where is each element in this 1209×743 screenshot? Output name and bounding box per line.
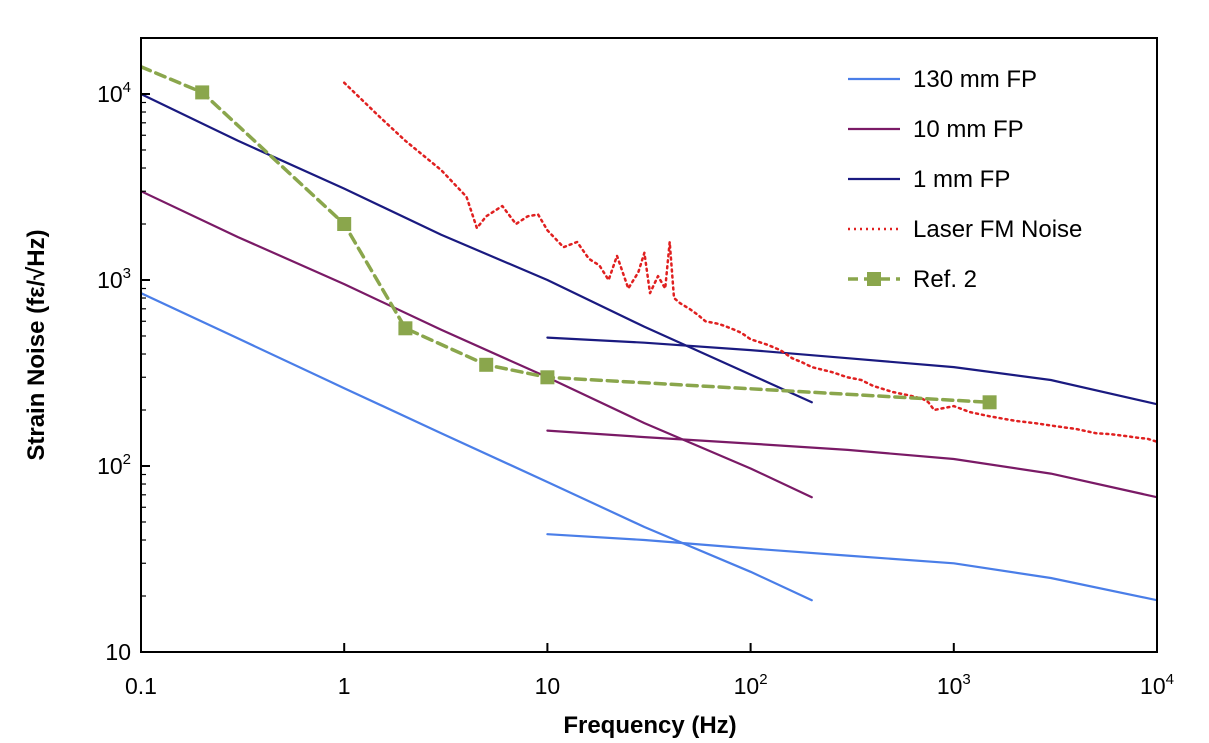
legend-item-10-mm-fp: 10 mm FP <box>848 116 1024 143</box>
y-tick-label: 102 <box>97 451 131 479</box>
x-tick-label: 102 <box>734 671 768 699</box>
y-axis-title: Strain Noise (fε/√Hz) <box>23 229 50 460</box>
series-line-laser-fm-noise-1 <box>342 81 1157 444</box>
legend-item-130-mm-fp: 130 mm FP <box>848 66 1037 93</box>
data-point-ref-2-0_2 <box>195 85 210 100</box>
x-tick-label: 104 <box>1140 671 1174 699</box>
data-point-ref-2-2 <box>398 321 413 336</box>
x-axis-title: Frequency (Hz) <box>563 712 736 739</box>
series-line-10-mm-fp-1 <box>141 190 813 499</box>
y-tick-label: 10 <box>105 639 131 665</box>
data-point-ref-2-5 <box>479 357 494 372</box>
legend-label-laser-fm-noise: Laser FM Noise <box>913 216 1082 243</box>
series-line-130-mm-fp-2 <box>546 533 1157 602</box>
y-tick-label: 104 <box>97 79 131 107</box>
series-line-130-mm-fp-1 <box>141 292 813 602</box>
x-tick-label: 103 <box>937 671 971 699</box>
legend-item-laser-fm-noise: Laser FM Noise <box>848 216 1082 243</box>
legend: 130 mm FP 10 mm FP 1 mm FP Laser FM Noise Re… <box>848 66 1082 293</box>
tick-label-layer: 0.1 1 10 102 103 104 10 102 103 104 <box>97 79 1174 699</box>
marker-layer <box>195 85 997 410</box>
legend-label-10-mm-fp: 10 mm FP <box>913 116 1024 143</box>
plot-frame <box>140 37 1158 653</box>
data-point-ref-2-1500 <box>982 395 997 410</box>
series-line-1-mm-fp-2 <box>546 336 1157 406</box>
x-tick-label: 1 <box>338 673 351 699</box>
data-point-ref-2-10 <box>540 370 555 385</box>
x-tick-label: 10 <box>535 673 561 699</box>
legend-label-ref-2: Ref. 2 <box>913 266 977 293</box>
tick-layer <box>140 37 1158 653</box>
y-tick-label: 103 <box>97 265 131 293</box>
series-line-1-mm-fp-1 <box>141 92 813 404</box>
legend-item-1-mm-fp: 1 mm FP <box>848 166 1010 193</box>
series-line-10-mm-fp-2 <box>546 429 1157 499</box>
legend-label-1-mm-fp: 1 mm FP <box>913 166 1010 193</box>
data-point-ref-2-1 <box>337 217 352 231</box>
legend-marker-ref-2 <box>867 272 881 286</box>
x-tick-label: 0.1 <box>125 673 157 699</box>
legend-item-ref-2: Ref. 2 <box>848 266 977 293</box>
legend-label-130-mm-fp: 130 mm FP <box>913 66 1037 93</box>
